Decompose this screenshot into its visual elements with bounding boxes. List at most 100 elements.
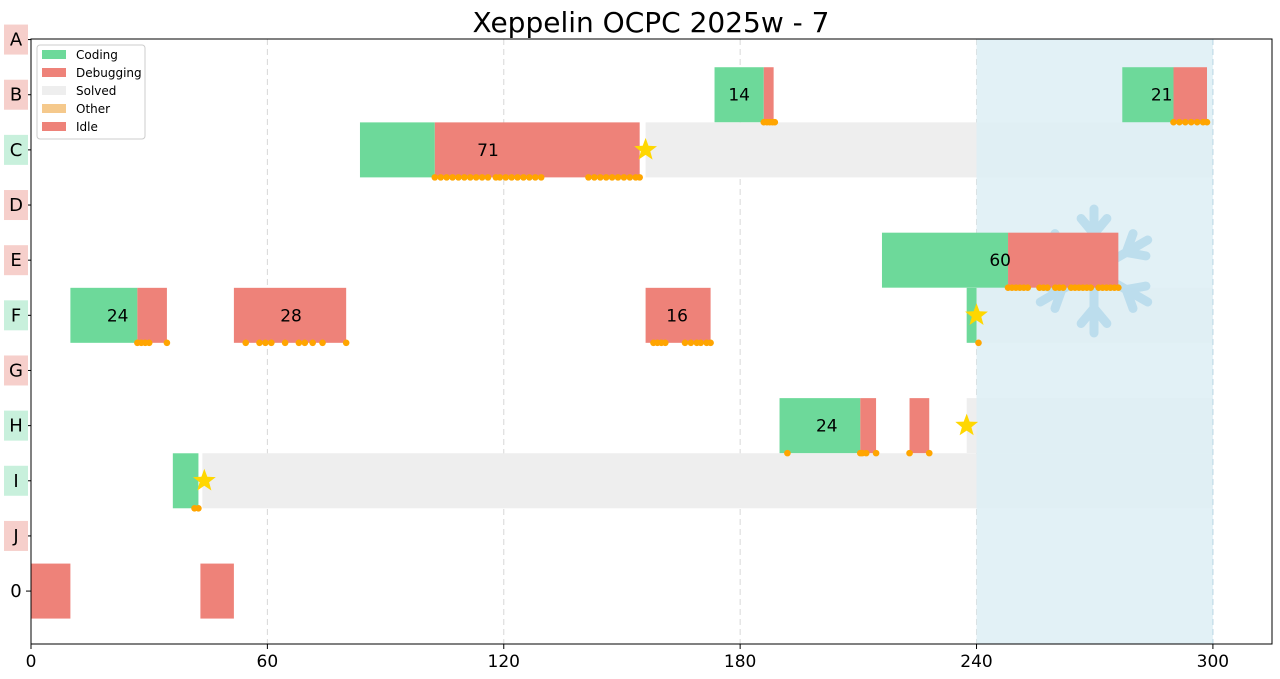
legend-label: Other <box>76 102 110 116</box>
row-label-badge <box>4 190 28 221</box>
solved-star-icon <box>634 137 657 160</box>
submission-dot <box>784 449 791 457</box>
submission-dot <box>707 339 714 347</box>
legend-label: Coding <box>76 48 118 62</box>
submission-dot <box>1176 118 1183 126</box>
row-label: B <box>10 85 22 106</box>
submission-dot <box>681 339 689 347</box>
submission-dot <box>687 339 695 347</box>
bar-duration-label: 28 <box>280 306 302 326</box>
bar-duration-label: 71 <box>477 141 499 161</box>
submission-dot <box>319 339 326 347</box>
row-label: G <box>9 360 23 381</box>
row-label-badge <box>4 300 28 331</box>
submission-dot <box>281 339 289 347</box>
x-tick-label: 60 <box>257 652 279 672</box>
snowflake-branch <box>1089 214 1112 239</box>
submission-dot <box>591 174 598 181</box>
submission-dot <box>145 339 153 347</box>
row-label-badge <box>4 465 28 496</box>
bar-debugging <box>860 398 877 454</box>
bar-debugging <box>233 287 347 343</box>
plot-frame <box>30 38 1273 645</box>
submission-dot <box>1059 284 1067 291</box>
submission-dot <box>1193 118 1201 126</box>
bar-coding <box>70 287 138 343</box>
chart-title: Xeppelin OCPC 2025w - 7 <box>473 6 830 39</box>
bar-coding <box>359 122 435 178</box>
legend-label: Idle <box>76 120 98 134</box>
x-tick-label: 180 <box>724 652 756 672</box>
snowflake-branch <box>1076 303 1099 328</box>
submission-dot <box>437 174 445 181</box>
row-label: E <box>10 250 21 271</box>
row-label: 0 <box>10 581 21 602</box>
submission-dot <box>906 449 913 457</box>
x-tick-label: 300 <box>1197 652 1229 672</box>
submission-dot <box>1170 118 1177 126</box>
submission-dot <box>925 449 933 457</box>
submission-dot <box>514 174 521 181</box>
legend-swatch <box>42 68 66 77</box>
bar-debugging <box>909 398 930 454</box>
bar-coding <box>714 67 764 123</box>
submission-dot <box>626 174 634 181</box>
submission-dot <box>466 174 474 181</box>
row-label-badge <box>4 24 28 55</box>
submission-dot <box>268 339 275 347</box>
row-label: F <box>11 305 21 326</box>
row-label-badge <box>4 134 28 165</box>
solved-star-icon <box>955 413 979 436</box>
submission-dot <box>602 174 610 181</box>
submission-dot <box>596 174 604 181</box>
submission-dot <box>242 339 250 347</box>
submission-dot <box>697 339 705 347</box>
submission-dot <box>636 174 643 181</box>
bar-coding <box>172 453 199 509</box>
row-label-badge <box>4 245 28 276</box>
row-label: I <box>13 471 18 492</box>
x-tick-label: 240 <box>960 652 992 672</box>
submission-dot <box>614 174 622 181</box>
submission-dot <box>771 118 779 126</box>
solved-star-icon <box>192 468 216 491</box>
submission-dot <box>256 339 263 347</box>
solved-star-icon <box>965 303 988 325</box>
bar-duration-label: 60 <box>989 251 1011 271</box>
submission-dot <box>478 174 486 181</box>
x-tick-label: 0 <box>26 652 37 672</box>
submission-dot <box>585 174 592 181</box>
submission-dot <box>461 174 468 181</box>
submission-dot <box>526 174 533 181</box>
submission-dot <box>1182 118 1189 126</box>
bar-debugging <box>645 287 711 343</box>
x-tick-label: 120 <box>488 652 520 672</box>
submission-dot <box>502 174 510 181</box>
row-label: J <box>12 526 18 547</box>
snowflake-branch <box>1121 247 1151 261</box>
submission-dot <box>295 339 303 347</box>
submission-dot <box>608 174 616 181</box>
submission-dot <box>443 174 450 181</box>
row-label-badge <box>4 410 28 441</box>
submission-dot <box>520 174 527 181</box>
submission-dot <box>620 174 628 181</box>
submission-dot <box>496 174 504 181</box>
submission-dot <box>1087 284 1095 291</box>
bar-debugging <box>1008 232 1119 288</box>
bar-duration-label: 14 <box>728 86 750 106</box>
submission-dot <box>301 339 309 347</box>
submission-dot <box>1024 284 1032 291</box>
submission-dot <box>508 174 515 181</box>
submission-dot <box>537 174 545 181</box>
submission-dot <box>342 339 350 347</box>
row-label-badge <box>4 79 28 110</box>
bar-debugging <box>31 563 71 619</box>
submission-dot <box>1187 118 1195 126</box>
legend-swatch <box>42 122 66 131</box>
bar-coding <box>779 398 861 454</box>
bar-duration-label: 21 <box>1151 86 1173 106</box>
submission-dot <box>1203 118 1211 126</box>
legend-swatch <box>42 50 66 59</box>
submission-dot <box>449 174 456 181</box>
